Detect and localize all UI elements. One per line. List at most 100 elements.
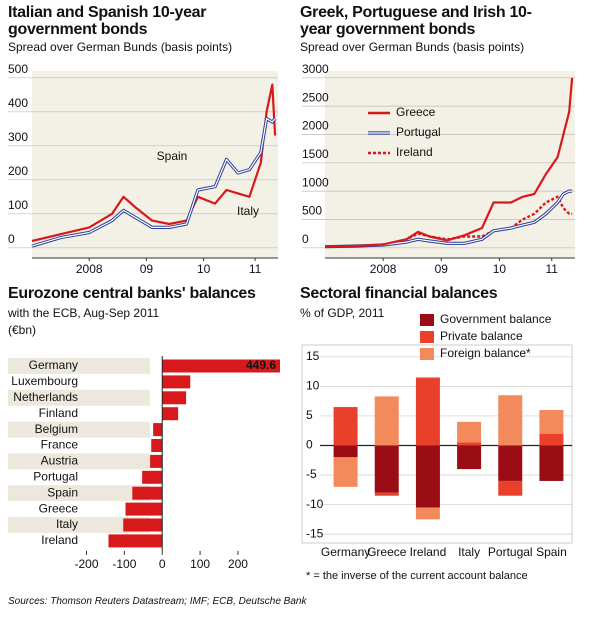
y-tick-label: 500 [302, 204, 322, 218]
y-tick-label: 500 [8, 62, 28, 76]
bar-segment [374, 396, 399, 446]
x-tick-label: 10 [493, 262, 507, 276]
bar-segment [498, 395, 523, 446]
x-tick-label: 09 [435, 262, 449, 276]
category-label: Austria [41, 454, 79, 468]
bar [125, 502, 163, 516]
category-label: Finland [39, 406, 78, 420]
bar [162, 375, 191, 389]
y-tick-label: 2500 [302, 90, 329, 104]
x-tick-label: 09 [140, 262, 154, 276]
series-line [324, 77, 574, 248]
y-tick-label: 0 [306, 438, 313, 452]
x-tick-label: Greece [367, 545, 407, 559]
value-label: 449.6 [246, 358, 276, 372]
x-tick-label: 11 [546, 262, 559, 276]
bar [162, 359, 280, 373]
category-label: Netherlands [13, 390, 78, 404]
bar [142, 470, 163, 484]
y-tick-label: 1500 [302, 147, 329, 161]
series-line-inner [324, 190, 573, 248]
annotation: Spain [157, 149, 188, 163]
bar [162, 407, 179, 421]
bar-segment [374, 492, 399, 496]
legend-swatch [420, 348, 434, 360]
bar-segment [498, 480, 523, 496]
x-tick-label: 0 [159, 557, 166, 571]
bar [151, 439, 163, 452]
category-label: France [41, 438, 79, 452]
legend-swatch [420, 314, 434, 326]
legend-swatch [420, 331, 434, 343]
x-tick-label: 200 [228, 557, 248, 571]
y-tick-label: 1000 [302, 175, 329, 189]
category-label: Ireland [41, 533, 78, 547]
chart-title: Eurozone central banks' balances [8, 285, 256, 302]
row-stripe [8, 485, 150, 502]
bar-segment [457, 445, 482, 470]
y-tick-label: 0 [302, 232, 309, 246]
y-tick-label: 400 [8, 96, 28, 110]
legend-label: Portugal [396, 125, 441, 139]
x-tick-label: 100 [190, 557, 210, 571]
bar-segment [539, 433, 564, 446]
series-line-inner [31, 118, 276, 247]
legend-label: Greece [396, 105, 436, 119]
bar-segment [539, 410, 564, 434]
bar [132, 486, 163, 500]
chart-subtitle: % of GDP, 2011 [300, 306, 385, 320]
y-tick-label: 0 [8, 232, 15, 246]
y-tick-label: 200 [8, 164, 28, 178]
row-stripe [8, 421, 150, 438]
bar-segment [333, 445, 358, 458]
bar [123, 518, 163, 532]
category-label: Luxembourg [11, 374, 78, 388]
category-label: Italy [56, 517, 78, 531]
y-tick-label: -15 [306, 526, 324, 540]
legend-label: Private balance [440, 329, 523, 343]
bar-segment [457, 421, 482, 443]
chart-subtitle: with the ECB, Aug-Sep 2011 [8, 306, 160, 320]
category-label: Belgium [35, 422, 78, 436]
unit-label: (€bn) [8, 323, 37, 337]
chart-title: Italian and Spanish 10-year government b… [8, 4, 207, 38]
x-tick-label: -200 [74, 557, 98, 571]
bar [108, 534, 163, 548]
chart-title: Greek, Portuguese and Irish 10-year gove… [300, 4, 532, 38]
bar [150, 454, 163, 468]
y-tick-label: 2000 [302, 119, 329, 133]
legend-label: Foreign balance* [440, 346, 531, 360]
x-tick-label: 2008 [76, 262, 103, 276]
x-tick-label: 11 [249, 262, 262, 276]
plot-bg [325, 71, 575, 258]
bar-segment [333, 407, 358, 446]
plot-bg [32, 71, 278, 258]
bar-segment [498, 445, 523, 481]
y-tick-label: 100 [8, 198, 28, 212]
x-tick-label: Portugal [488, 545, 533, 559]
bar-segment [415, 507, 440, 520]
bar-segment [539, 445, 564, 481]
bar [153, 423, 163, 437]
y-tick-label: 10 [306, 379, 320, 393]
chart-subtitle: Spread over German Bunds (basis points) [8, 40, 233, 54]
source: Sources: Thomson Reuters Datastream; IMF… [8, 596, 307, 607]
y-tick-label: -10 [306, 497, 324, 511]
bar-segment [374, 445, 399, 493]
x-tick-label: Ireland [410, 545, 447, 559]
x-tick-label: Spain [536, 545, 567, 559]
x-tick-label: 2008 [370, 262, 397, 276]
row-stripe [8, 517, 150, 533]
legend-label: Ireland [396, 145, 433, 159]
x-tick-label: Italy [458, 545, 480, 559]
y-tick-label: 5 [306, 408, 313, 422]
bar-segment [457, 442, 482, 446]
category-label: Germany [29, 358, 78, 372]
bar [162, 391, 187, 405]
row-stripe [8, 389, 150, 406]
bar-segment [415, 377, 440, 446]
x-tick-label: Germany [321, 545, 370, 559]
y-tick-label: 3000 [302, 62, 329, 76]
